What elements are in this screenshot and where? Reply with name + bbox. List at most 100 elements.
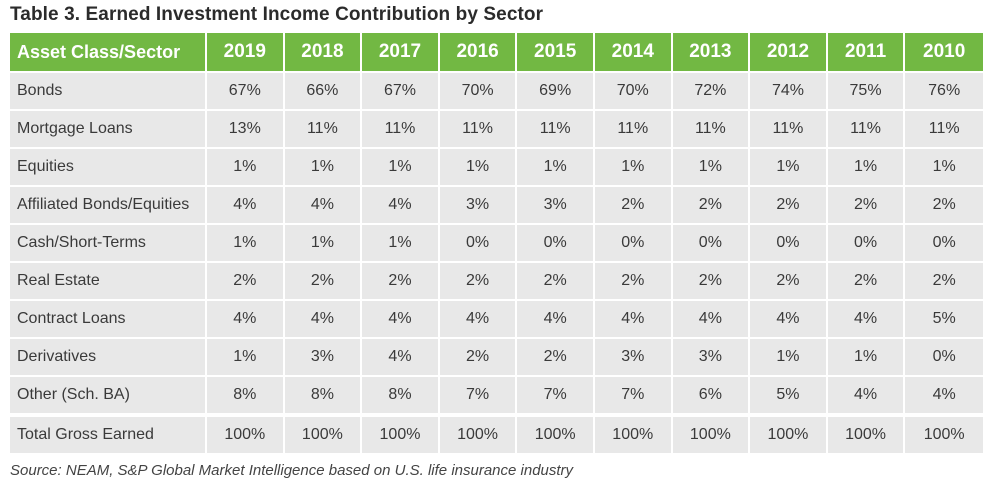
- table-cell: 75%: [827, 73, 906, 111]
- table-title: Table 3. Earned Investment Income Contri…: [10, 4, 544, 25]
- table-cell: 4%: [362, 301, 440, 339]
- table-cell: 3%: [439, 187, 518, 225]
- table-cell: 4%: [284, 301, 363, 339]
- table-cell: 2%: [672, 263, 751, 301]
- table-cell: 100%: [594, 415, 673, 455]
- table-cell: 11%: [672, 111, 751, 149]
- table-cell: 76%: [905, 73, 983, 111]
- table-cell: 7%: [517, 377, 595, 415]
- table-cell: 1%: [439, 149, 518, 187]
- column-header-year: 2019: [207, 33, 285, 73]
- table-cell: 4%: [750, 301, 828, 339]
- table-cell: 100%: [827, 415, 906, 455]
- table-cell: 11%: [439, 111, 518, 149]
- table-cell: 0%: [439, 225, 518, 263]
- table-cell: 11%: [284, 111, 363, 149]
- column-header-year: 2012: [750, 33, 828, 73]
- table-cell: 1%: [672, 149, 751, 187]
- table-cell: 2%: [827, 187, 906, 225]
- table-row: Bonds 67% 66% 67% 70% 69% 70% 72% 74% 75% 76%: [10, 73, 983, 111]
- table-cell: 5%: [905, 301, 983, 339]
- table-cell: 4%: [439, 301, 518, 339]
- table-cell: 2%: [672, 187, 751, 225]
- table-cell: 100%: [284, 415, 363, 455]
- table-row: Affiliated Bonds/Equities 4% 4% 4% 3% 3% 2% 2% 2…: [10, 187, 983, 225]
- table-row: Derivatives 1% 3% 4% 2% 2% 3% 3% 1% 1% 0%: [10, 339, 983, 377]
- table-row: Total Gross Earned 100% 100% 100% 100% 100% 10…: [10, 415, 983, 455]
- table-cell: 0%: [594, 225, 673, 263]
- table-row: Real Estate 2% 2% 2% 2% 2% 2% 2% 2% 2% 2%: [10, 263, 983, 301]
- row-label: Bonds: [10, 73, 207, 111]
- table-cell: 5%: [750, 377, 828, 415]
- table-cell: 3%: [284, 339, 363, 377]
- table-cell: 4%: [827, 301, 906, 339]
- table-row: Cash/Short-Terms 1% 1% 1% 0% 0% 0% 0% 0% 0% 0%: [10, 225, 983, 263]
- table-cell: 1%: [362, 149, 440, 187]
- column-header-year: 2015: [517, 33, 595, 73]
- column-header-year: 2010: [905, 33, 983, 73]
- table-cell: 2%: [905, 263, 983, 301]
- table-row: Contract Loans 4% 4% 4% 4% 4% 4% 4% 4% 4% 5%: [10, 301, 983, 339]
- table-cell: 2%: [439, 263, 518, 301]
- table-cell: 11%: [517, 111, 595, 149]
- column-header-year: 2017: [362, 33, 440, 73]
- table-cell: 4%: [827, 377, 906, 415]
- table-header-row: Asset Class/Sector 2019 2018 2017 2016 2…: [10, 33, 983, 73]
- column-header-year: 2011: [827, 33, 906, 73]
- table-cell: 66%: [284, 73, 363, 111]
- table-cell: 2%: [750, 263, 828, 301]
- table-cell: 1%: [207, 225, 285, 263]
- table-cell: 100%: [439, 415, 518, 455]
- table-cell: 1%: [827, 339, 906, 377]
- table-cell: 100%: [672, 415, 751, 455]
- table-cell: 2%: [207, 263, 285, 301]
- row-label: Mortgage Loans: [10, 111, 207, 149]
- table-row: Other (Sch. BA) 8% 8% 8% 7% 7% 7% 6% 5% 4% 4%: [10, 377, 983, 415]
- column-header-asset-class: Asset Class/Sector: [10, 33, 207, 73]
- table-cell: 3%: [517, 187, 595, 225]
- table-cell: 67%: [362, 73, 440, 111]
- column-header-year: 2016: [439, 33, 518, 73]
- table-row: Mortgage Loans 13% 11% 11% 11% 11% 11% 11% 11% 11…: [10, 111, 983, 149]
- table-cell: 1%: [284, 149, 363, 187]
- table-cell: 2%: [827, 263, 906, 301]
- table-cell: 11%: [594, 111, 673, 149]
- row-label: Cash/Short-Terms: [10, 225, 207, 263]
- row-label: Contract Loans: [10, 301, 207, 339]
- table-cell: 1%: [750, 339, 828, 377]
- table-cell: 74%: [750, 73, 828, 111]
- table-cell: 2%: [750, 187, 828, 225]
- table-cell: 3%: [672, 339, 751, 377]
- table-cell: 72%: [672, 73, 751, 111]
- table-cell: 1%: [362, 225, 440, 263]
- row-label: Affiliated Bonds/Equities: [10, 187, 207, 225]
- table-cell: 2%: [439, 339, 518, 377]
- table-cell: 100%: [905, 415, 983, 455]
- table-cell: 11%: [362, 111, 440, 149]
- table-cell: 8%: [284, 377, 363, 415]
- table-cell: 11%: [750, 111, 828, 149]
- table-cell: 4%: [517, 301, 595, 339]
- table-cell: 2%: [594, 263, 673, 301]
- table-cell: 6%: [672, 377, 751, 415]
- table-cell: 4%: [905, 377, 983, 415]
- table-cell: 4%: [594, 301, 673, 339]
- row-label: Real Estate: [10, 263, 207, 301]
- table-cell: 100%: [362, 415, 440, 455]
- table-cell: 2%: [905, 187, 983, 225]
- table-cell: 1%: [905, 149, 983, 187]
- table-cell: 3%: [594, 339, 673, 377]
- table-body: Bonds 67% 66% 67% 70% 69% 70% 72% 74% 75% 76% Mortg…: [10, 73, 983, 455]
- table-cell: 100%: [517, 415, 595, 455]
- table-cell: 0%: [905, 225, 983, 263]
- table-cell: 0%: [517, 225, 595, 263]
- table-cell: 70%: [439, 73, 518, 111]
- table-cell: 69%: [517, 73, 595, 111]
- table-cell: 13%: [207, 111, 285, 149]
- table-cell: 4%: [207, 187, 285, 225]
- table-cell: 4%: [362, 187, 440, 225]
- row-label: Total Gross Earned: [10, 415, 207, 455]
- table-cell: 100%: [750, 415, 828, 455]
- column-header-year: 2013: [672, 33, 751, 73]
- table-cell: 0%: [905, 339, 983, 377]
